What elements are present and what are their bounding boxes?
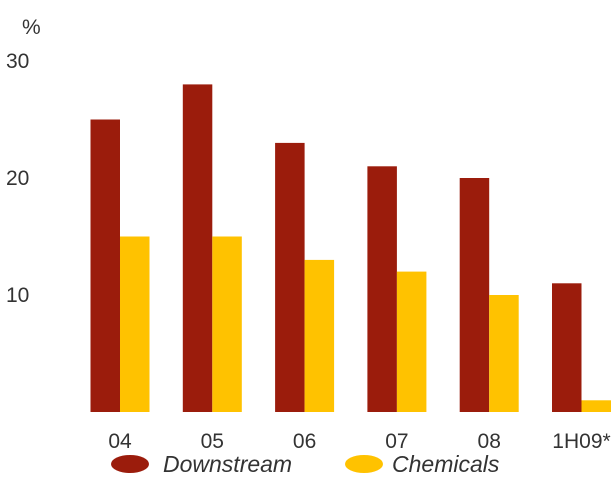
- legend: Downstream Chemicals: [111, 451, 500, 477]
- legend-label-chemicals: Chemicals: [392, 451, 500, 477]
- bar-downstream-05: [182, 84, 213, 413]
- x-tick-label: 05: [201, 430, 224, 453]
- legend-label-downstream: Downstream: [163, 451, 292, 477]
- x-tick-label: 06: [293, 430, 316, 453]
- bar-chemicals-06: [304, 259, 335, 412]
- x-tick-label: 08: [478, 430, 501, 453]
- bars-group: [90, 84, 611, 413]
- bar-chemicals-05: [212, 236, 242, 412]
- y-unit-label: %: [22, 16, 41, 39]
- y-axis-ticks: 10 20 30: [6, 50, 29, 307]
- x-tick-label: 07: [385, 430, 408, 453]
- x-tick-label: 1H09*: [552, 430, 610, 453]
- y-tick-label: 30: [6, 50, 29, 73]
- bar-chemicals-08: [489, 295, 519, 412]
- bar-downstream-04: [90, 119, 120, 412]
- bar-chemicals-04: [120, 236, 150, 412]
- y-tick-label: 10: [6, 284, 29, 307]
- bar-downstream-1H09*: [552, 283, 582, 412]
- y-tick-label: 20: [6, 167, 29, 190]
- bar-downstream-08: [459, 178, 490, 412]
- bar-downstream-07: [367, 166, 397, 412]
- legend-swatch-downstream: [111, 455, 149, 473]
- bar-chemicals-07: [396, 271, 427, 412]
- legend-swatch-chemicals: [345, 455, 383, 473]
- x-axis-ticks: 04 05 06 07 08 1H09*: [108, 430, 610, 453]
- bar-chemicals-1H09*: [581, 400, 611, 412]
- bar-downstream-06: [275, 142, 305, 412]
- x-tick-label: 04: [108, 430, 132, 453]
